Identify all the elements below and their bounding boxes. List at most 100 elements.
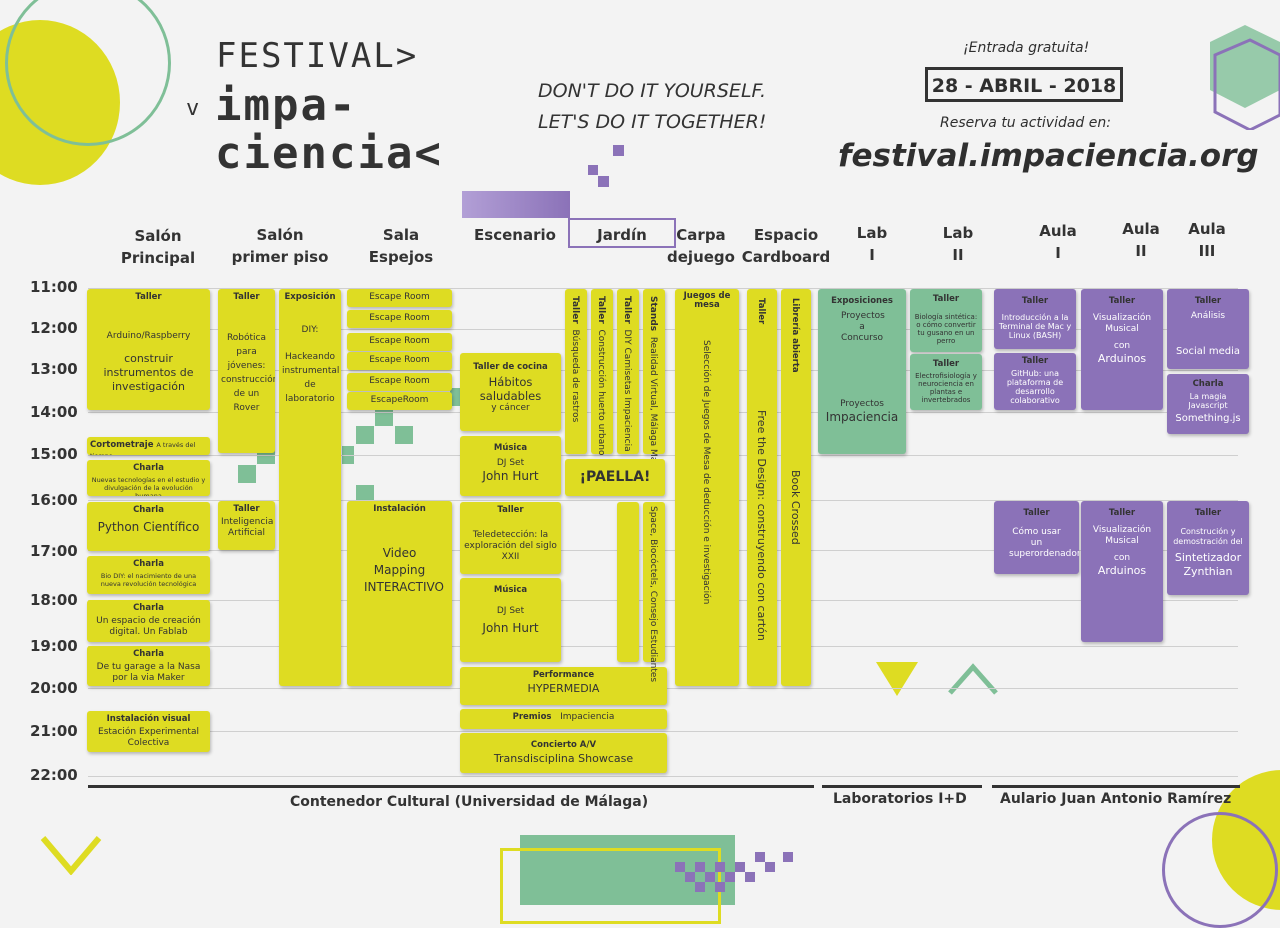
event-garage-nasa[interactable]: Charla De tu garage a la Nasa por la via… bbox=[87, 646, 210, 686]
event-stands-label: Stands Realidad Virtual, Málaga Maker bbox=[648, 296, 658, 477]
deco-pixel bbox=[356, 485, 374, 501]
event-escape-room[interactable]: Escape Room bbox=[347, 373, 452, 391]
event-teledeteccion[interactable]: Taller Teledetección: la exploración del… bbox=[460, 502, 561, 574]
deco-pixel bbox=[598, 176, 609, 187]
event-javascript[interactable]: Charla La magia Javascript Something.js bbox=[1167, 374, 1249, 434]
time-label: 16:00 bbox=[30, 491, 78, 509]
deco-green-ring bbox=[5, 0, 171, 146]
col-lab-2: Lab II bbox=[942, 224, 974, 264]
event-estacion-experimental[interactable]: Instalación visual Estación Experimental… bbox=[87, 711, 210, 752]
time-label: 20:00 bbox=[30, 679, 78, 697]
logo-arrow: v bbox=[186, 96, 202, 121]
event-biologia-sintetica[interactable]: Taller Biología sintética: o cómo conver… bbox=[910, 289, 982, 352]
col-salon-primer-piso: Salón primer piso bbox=[231, 226, 329, 266]
event-escape-room[interactable]: Escape Room bbox=[347, 333, 452, 351]
deco-pixel bbox=[356, 426, 374, 444]
event-book-crossed[interactable] bbox=[781, 289, 811, 686]
deco-purple-outline bbox=[568, 218, 676, 248]
event-inteligencia-artificial[interactable]: Taller Inteligencia Artificial bbox=[218, 501, 275, 550]
deco-pixel bbox=[613, 145, 624, 156]
event-escape-room[interactable]: EscapeRoom bbox=[347, 392, 452, 410]
col-salon-principal: Salón Principal bbox=[120, 227, 196, 267]
event-superordenador[interactable]: Taller Cómo usar un superordenador bbox=[994, 501, 1079, 574]
event-cortometraje[interactable]: Cortometraje A través del tiempo. bbox=[87, 437, 210, 455]
event-charla-evolucion[interactable]: Charla Nuevas tecnologías en el estudio … bbox=[87, 460, 210, 496]
event-escape-room[interactable]: Escape Room bbox=[347, 352, 452, 370]
col-espacio-cardboard: Espacio Cardboard bbox=[741, 226, 831, 266]
col-jardin: Jardín bbox=[597, 226, 647, 244]
event-analisis-social-media[interactable]: Taller Análisis Social media bbox=[1167, 289, 1249, 369]
event-escape-room[interactable]: Escape Room bbox=[347, 310, 452, 328]
col-lab-1: Lab I bbox=[856, 224, 888, 264]
time-label: 17:00 bbox=[30, 542, 78, 560]
event-video-mapping[interactable]: Instalación Video Mapping INTERACTIVO bbox=[347, 501, 452, 686]
event-visualizacion-musical-1[interactable]: Taller Visualización Musical con Arduino… bbox=[1081, 289, 1163, 410]
reserva-text: Reserva tu actividad en: bbox=[940, 115, 1111, 131]
event-electrofisiologia[interactable]: Taller Electrofisiología y neurociencia … bbox=[910, 354, 982, 410]
event-date: 28 - ABRIL - 2018 bbox=[925, 67, 1123, 102]
time-label: 22:00 bbox=[30, 766, 78, 784]
event-busqueda-rastros[interactable] bbox=[565, 289, 587, 454]
col-carpa-juego: Carpa dejuego bbox=[667, 226, 735, 266]
deco-hexagon bbox=[1210, 25, 1280, 130]
event-jardin-bloque[interactable] bbox=[617, 502, 639, 662]
venue-divider-1 bbox=[88, 785, 814, 788]
event-busqueda-rastros-label: Taller Búsqueda de rastros bbox=[570, 296, 580, 423]
event-robotica[interactable]: Taller Robótica para jóvenes: construcci… bbox=[218, 289, 275, 453]
festival-url[interactable]: festival.impaciencia.org bbox=[838, 138, 1259, 174]
event-camisetas[interactable] bbox=[617, 289, 639, 454]
deco-pixel bbox=[588, 165, 598, 175]
event-dj-set-2[interactable]: Música DJ Set John Hurt bbox=[460, 578, 561, 662]
grid-line bbox=[88, 776, 1238, 777]
time-label: 13:00 bbox=[30, 360, 78, 378]
deco-pixel-cluster bbox=[675, 852, 793, 892]
time-label: 18:00 bbox=[30, 591, 78, 609]
event-arduino-raspberry[interactable]: Taller Arduino/Raspberry construir instr… bbox=[87, 289, 210, 410]
event-juegos-de-mesa-label: Selección de Juegos de Mesa de deducción… bbox=[701, 340, 711, 605]
event-camisetas-label: Taller DIY Camisetas Impaciencia bbox=[622, 296, 632, 452]
deco-pixel bbox=[450, 388, 460, 406]
deco-pixel bbox=[238, 465, 256, 483]
event-book-crossed-label: Book Crossed bbox=[789, 470, 802, 545]
time-label: 12:00 bbox=[30, 319, 78, 337]
col-aula-1: Aula I bbox=[1039, 222, 1077, 262]
event-python-cientifico[interactable]: Charla Python Científico bbox=[87, 502, 210, 551]
event-habitos-saludables[interactable]: Taller de cocina Hábitos saludables y cá… bbox=[460, 353, 561, 431]
venue-divider-2 bbox=[822, 785, 982, 788]
deco-pixel bbox=[257, 450, 275, 464]
event-concierto-av[interactable]: Concierto A/V Transdisciplina Showcase bbox=[460, 733, 667, 773]
event-hypermedia[interactable]: Performance HYPERMEDIA bbox=[460, 667, 667, 705]
logo-line-1: FESTIVAL> bbox=[216, 36, 419, 76]
grid-line bbox=[88, 455, 1238, 456]
event-terminal-bash[interactable]: Taller Introducción a la Terminal de Mac… bbox=[994, 289, 1076, 349]
col-aula-2: Aula II bbox=[1122, 220, 1160, 260]
slogan-line-2: LET'S DO IT TOGETHER! bbox=[538, 111, 767, 133]
event-free-the-design-title: Taller bbox=[756, 298, 766, 325]
slogan-line-1: DON'T DO IT YOURSELF. bbox=[538, 80, 767, 102]
event-huerto-urbano[interactable] bbox=[591, 289, 613, 454]
event-juegos-de-mesa[interactable]: Juegos de mesa bbox=[675, 289, 739, 686]
event-free-the-design[interactable] bbox=[747, 289, 777, 686]
event-github[interactable]: Taller GitHub: una plataforma de desarro… bbox=[994, 353, 1076, 410]
event-paella[interactable]: ¡PAELLA! bbox=[565, 459, 665, 496]
event-fablab[interactable]: Charla Un espacio de creación digital. U… bbox=[87, 600, 210, 642]
event-bio-diy[interactable]: Charla Bio DIY: el nacimiento de una nue… bbox=[87, 556, 210, 594]
venue-contenedor-cultural: Contenedor Cultural (Universidad de Mála… bbox=[290, 794, 649, 810]
event-zynthian[interactable]: Taller Construción y demostración del Si… bbox=[1167, 501, 1249, 595]
event-escape-room[interactable]: Escape Room bbox=[347, 289, 452, 307]
deco-purple-bar bbox=[462, 191, 570, 218]
event-visualizacion-musical-2[interactable]: Taller Visualización Musical con Arduino… bbox=[1081, 501, 1163, 642]
event-premios[interactable]: Premios Impaciencia bbox=[460, 709, 667, 729]
logo-line-2: impa- bbox=[215, 80, 358, 131]
deco-pixel bbox=[375, 408, 393, 426]
event-exposiciones-proyectos[interactable]: Exposiciones Proyectos a Concurso Proyec… bbox=[818, 289, 906, 454]
venue-laboratorios: Laboratorios I+D bbox=[833, 791, 967, 807]
col-escenario: Escenario bbox=[474, 226, 556, 244]
time-label: 11:00 bbox=[30, 278, 78, 296]
event-space-biococteles[interactable] bbox=[643, 502, 665, 662]
event-exposicion-diy[interactable]: Exposición DIY: Hackeando instrumental d… bbox=[279, 289, 341, 686]
event-dj-set-1[interactable]: Música DJ Set John Hurt bbox=[460, 436, 561, 496]
event-huerto-urbano-label: Taller Construcción huerto urbano bbox=[596, 296, 606, 456]
event-stands[interactable] bbox=[643, 289, 665, 454]
col-aula-3: Aula III bbox=[1188, 220, 1226, 260]
